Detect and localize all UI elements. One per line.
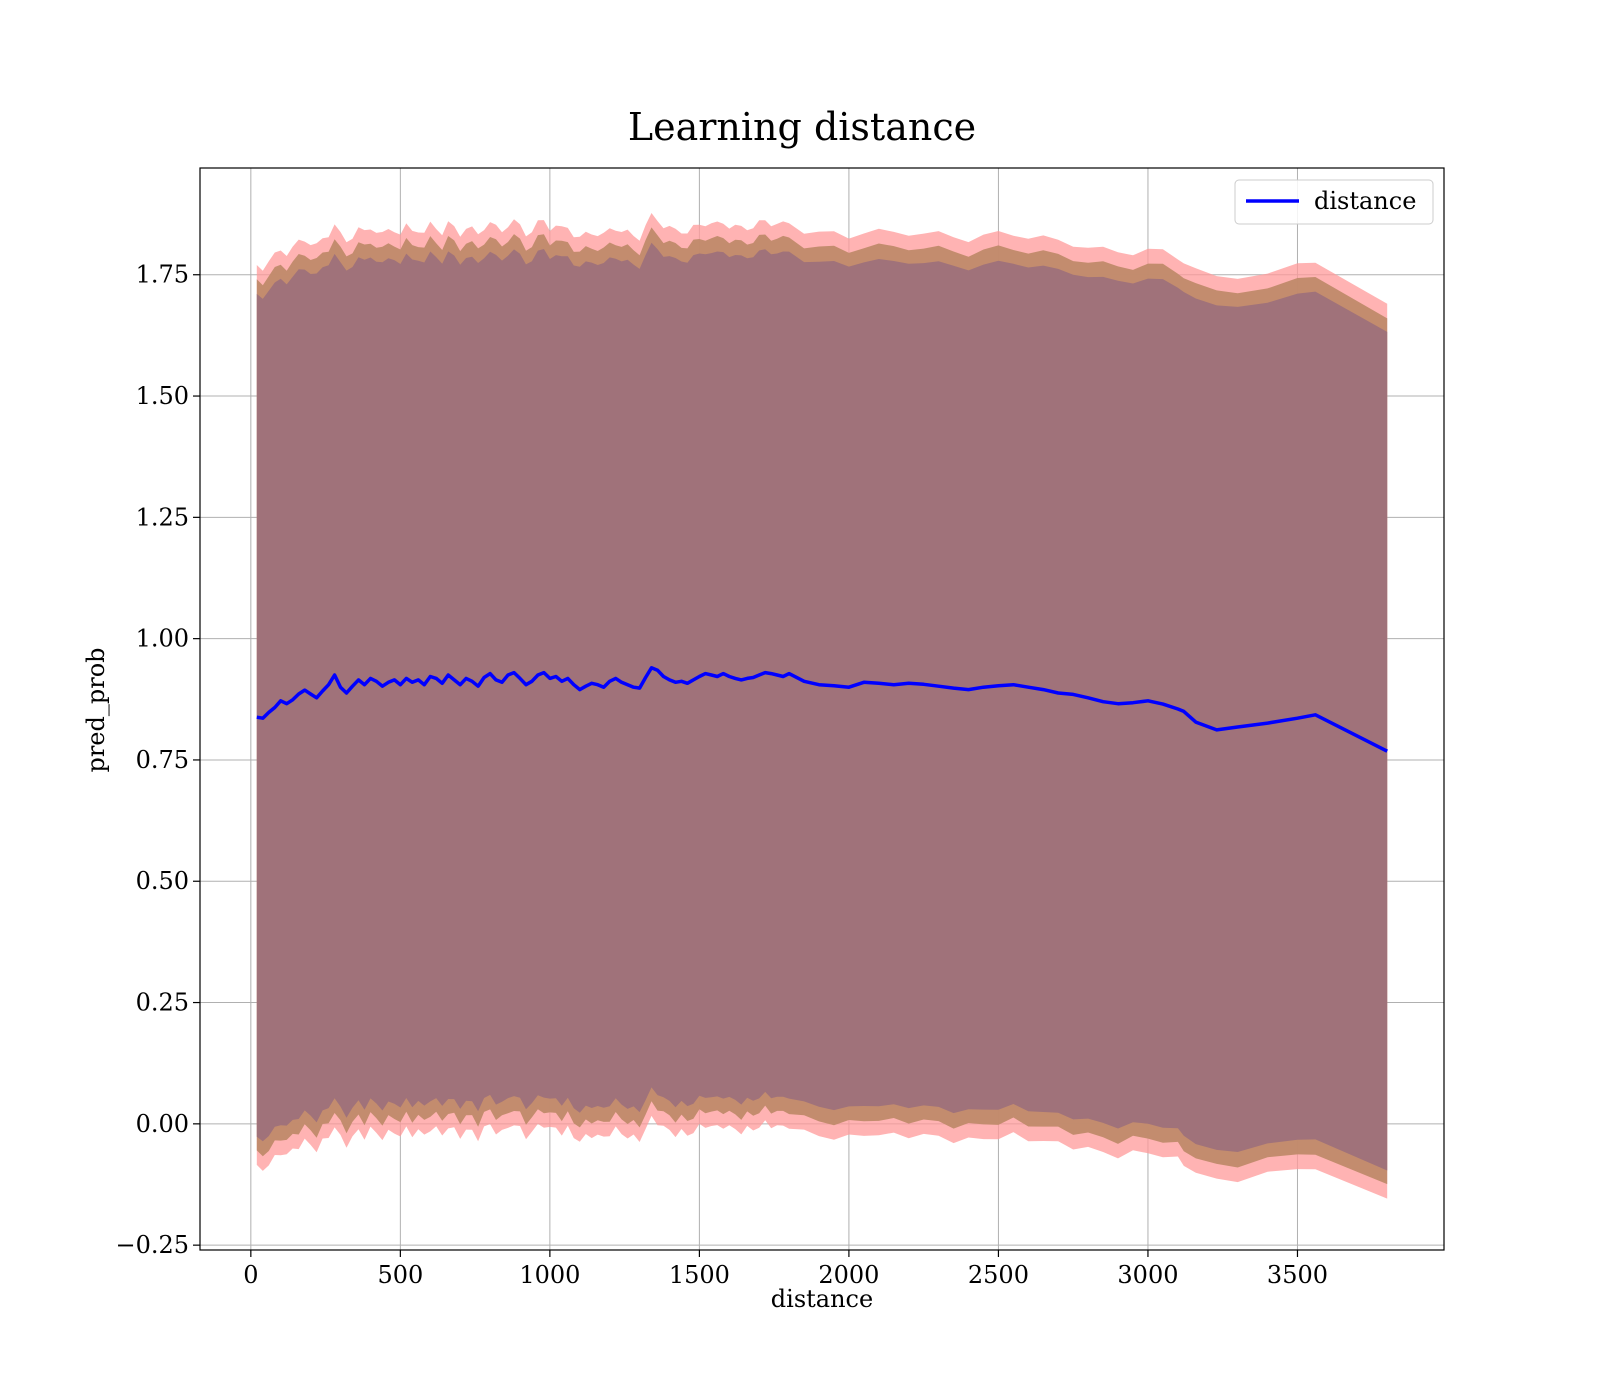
x-tick-label: 500 <box>377 1261 423 1289</box>
x-tick-label: 2500 <box>968 1261 1029 1289</box>
series-line-distance <box>256 666 1388 753</box>
y-tick-label: 1.75 <box>136 261 189 289</box>
y-tick-label: −0.25 <box>115 1231 189 1259</box>
y-tick-label: 0.50 <box>136 867 189 895</box>
y-axis-label: pred_prob <box>82 647 110 772</box>
y-tick-label: 0.25 <box>136 989 189 1017</box>
y-tick-label: 1.00 <box>136 625 189 653</box>
chart-title: Learning distance <box>628 105 976 149</box>
y-tick-label: 0.75 <box>136 746 189 774</box>
legend-label-distance: distance <box>1314 187 1416 215</box>
inner-confidence-band <box>256 242 1388 1171</box>
x-tick-label: 1000 <box>519 1261 580 1289</box>
x-tick-label: 0 <box>243 1261 258 1289</box>
x-axis-label: distance <box>771 1285 873 1313</box>
y-axis-ticks: −0.25 0.00 0.25 0.50 0.75 1.00 1.25 1.50 1.75 <box>115 261 200 1259</box>
x-tick-label: 3000 <box>1117 1261 1178 1289</box>
y-tick-label: 0.00 <box>136 1110 189 1138</box>
legend-box <box>1234 179 1434 225</box>
series-lines <box>256 666 1388 753</box>
legend: distance <box>1234 179 1434 225</box>
y-tick-label: 1.50 <box>136 382 189 410</box>
x-tick-label: 1500 <box>669 1261 730 1289</box>
y-tick-label: 1.25 <box>136 503 189 531</box>
confidence-bands <box>256 213 1388 1199</box>
plot-frame <box>199 167 1445 1251</box>
x-tick-label: 2000 <box>818 1261 879 1289</box>
x-axis-ticks: 0 500 1000 1500 2000 2500 3000 3500 <box>243 1250 1328 1289</box>
x-tick-label: 3500 <box>1267 1261 1328 1289</box>
